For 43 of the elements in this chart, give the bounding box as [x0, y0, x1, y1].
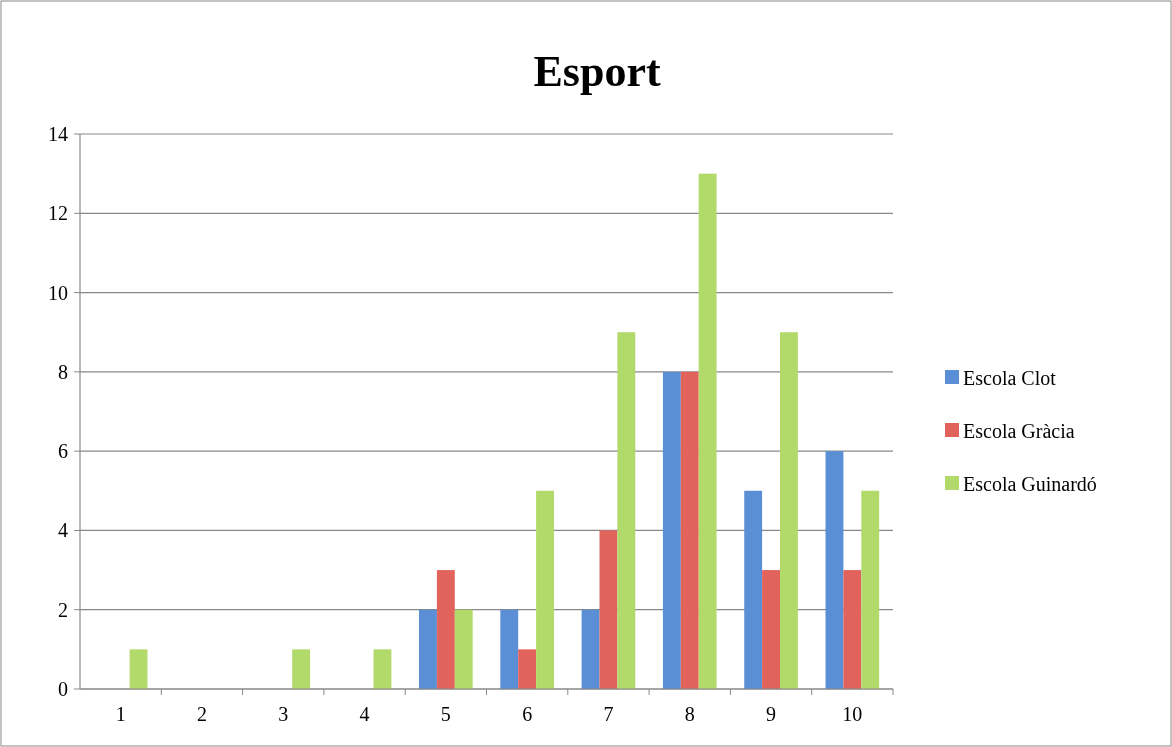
y-tick-label: 10	[48, 281, 68, 304]
bar	[680, 371, 699, 689]
bar	[662, 371, 681, 689]
legend-label: Escola Guinardó	[963, 473, 1097, 495]
x-tick-label: 3	[278, 703, 289, 725]
x-tick-label: 2	[196, 703, 207, 725]
bar	[536, 490, 554, 689]
x-tick-label: 10	[842, 703, 863, 725]
y-tick-label: 14	[48, 123, 68, 145]
x-tick-label: 4	[359, 703, 370, 725]
x-tick-label: 5	[440, 703, 451, 725]
bar	[500, 609, 519, 689]
x-tick-label: 6	[522, 703, 533, 725]
bar	[825, 451, 844, 689]
x-tick-label: 7	[603, 703, 614, 725]
bar	[744, 490, 763, 689]
bar	[698, 173, 717, 689]
y-tick-label: 12	[48, 202, 68, 225]
y-tick-label: 0	[58, 678, 68, 700]
y-tick-label: 8	[58, 360, 68, 383]
bar	[779, 332, 798, 689]
bar	[292, 649, 311, 689]
legend-label: Escola Gràcia	[963, 420, 1075, 442]
bar	[581, 609, 600, 689]
x-tick-label: 8	[684, 703, 695, 725]
y-tick-label: 4	[58, 519, 68, 542]
bar	[373, 649, 392, 689]
chart-title: Esport	[533, 47, 661, 96]
x-tick-label: 9	[766, 703, 777, 725]
bar	[454, 609, 473, 689]
bar	[617, 332, 636, 689]
bar	[599, 530, 618, 689]
bar	[436, 570, 455, 689]
y-tick-label: 2	[58, 598, 68, 621]
bar	[419, 609, 437, 689]
bar	[861, 490, 880, 689]
legend-label: Escola Clot	[963, 367, 1057, 389]
bar	[843, 570, 862, 689]
bar	[129, 649, 148, 689]
bar	[762, 570, 780, 689]
y-tick-label: 6	[58, 440, 68, 463]
bar	[518, 649, 537, 689]
x-tick-label: 1	[115, 703, 126, 725]
